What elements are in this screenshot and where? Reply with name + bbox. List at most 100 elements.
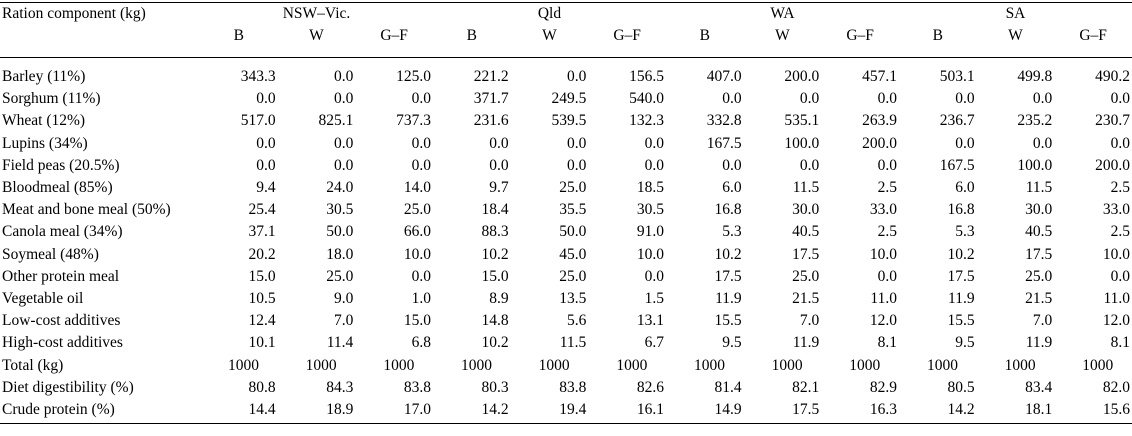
cell-value: 83.8 [403,378,431,396]
cell-value: 1000 [538,356,570,374]
row-label: Sorghum (11%) [2,90,101,108]
cell-value: 156.5 [629,68,664,85]
cell-value: 0.0 [955,90,975,108]
cell-value: 11.9 [715,290,742,308]
cell-value: 25.0 [792,267,820,285]
summary-row: Crude protein (%) 14.4 18.9 17.0 14.2 19.4 16.… [0,399,1132,425]
cell-value: 0.0 [799,90,820,108]
cell-value: 16.8 [714,201,742,219]
cell-value: 10.1 [248,334,276,352]
row-label: Canola meal (34%) [2,223,123,241]
cell-value: 539.5 [551,112,587,130]
cell-value: 1.0 [411,290,431,308]
cell-value: 263.9 [862,112,897,130]
cell-value: 0.0 [411,156,431,174]
cell-value: 503.1 [939,68,975,85]
header-ration-component: Ration component (kg) [0,2,200,25]
subheader-w: W [775,27,790,44]
cell-value: 82.6 [636,378,664,396]
cell-value: 0.0 [256,90,276,108]
cell-value: 1000 [616,356,648,374]
cell-value: 2.5 [877,223,897,241]
cell-value: 30.0 [1025,201,1053,219]
cell-value: 17.5 [714,267,742,285]
row-label: Lupins (34%) [2,134,88,152]
cell-value: 1000 [461,356,492,374]
cell-value: 18.4 [481,201,509,219]
table-row: High-cost additives 10.1 11.4 6.8 10.2 11.5 6.… [0,332,1132,354]
cell-value: 7.0 [799,312,820,330]
cell-value: 30.5 [326,201,354,219]
cell-value: 83.4 [1025,378,1053,396]
cell-value: 16.3 [821,399,899,425]
cell-value: 407.0 [706,68,742,85]
cell-value: 332.8 [706,112,742,130]
cell-value: 33.0 [869,201,897,219]
cell-value: 25.0 [403,201,431,219]
cell-value: 0.0 [644,156,664,174]
cell-value: 37.1 [248,223,276,241]
cell-value: 10.0 [869,245,897,263]
cell-value: 82.1 [792,378,820,396]
cell-value: 0.0 [566,134,587,152]
cell-value: 6.0 [722,179,742,197]
cell-value: 10.2 [947,245,975,263]
table-row: Low-cost additives 12.4 7.0 15.0 14.8 5.6 13.1… [0,310,1132,332]
cell-value: 18.9 [277,399,356,425]
subheader-g-f: G–F [613,27,641,44]
cell-value: 0.0 [877,267,897,285]
cell-value: 230.7 [1095,112,1130,130]
cell-value: 18.0 [326,245,354,263]
cell-value: 14.4 [200,399,278,425]
cell-value: 0.0 [411,90,431,108]
cell-value: 88.3 [481,223,509,241]
cell-value: 5.3 [722,223,742,241]
cell-value: 0.0 [799,156,820,174]
cell-value: 17.5 [792,245,820,263]
cell-value: 200.0 [784,68,820,85]
table-row: Lupins (34%) 0.0 0.0 0.0 0.0 0.0 0.0 167.5 100.0… [0,133,1132,155]
cell-value: 6.0 [955,179,975,197]
cell-value: 0.0 [877,90,897,108]
table-row: Wheat (12%) 517.0 825.1 737.3 231.6 539.5 132.… [0,110,1132,132]
cell-value: 91.0 [636,223,664,241]
cell-value: 167.5 [939,156,975,174]
row-label: Low-cost additives [2,312,121,330]
cell-value: 80.3 [481,378,509,396]
cell-value: 20.2 [248,245,276,263]
cell-value: 0.0 [566,68,587,85]
row-label: Bloodmeal (85%) [2,179,113,197]
cell-value: 25.4 [248,201,276,219]
cell-value: 14.8 [481,312,509,330]
cell-value: 200.0 [1095,156,1130,174]
cell-value: 825.1 [318,112,354,130]
subheader-g-f: G–F [1079,27,1107,44]
cell-value: 10.2 [481,334,509,352]
cell-value: 371.7 [473,90,509,108]
subheader-b: B [932,27,943,44]
cell-value: 15.0 [403,312,431,330]
region-nsw-vic: NSW–Vic. [200,2,433,25]
cell-value: 0.0 [489,134,509,152]
row-label: Soymeal (48%) [2,245,99,263]
cell-value: 0.0 [1110,267,1130,285]
cell-value: 30.0 [792,201,820,219]
cell-value: 221.2 [473,68,509,85]
cell-value: 66.0 [403,223,431,241]
cell-value: 0.0 [722,90,742,108]
cell-value: 16.1 [588,399,666,425]
cell-value: 14.0 [403,179,431,197]
cell-value: 0.0 [411,134,431,152]
subheader-g-f: G–F [846,27,874,44]
cell-value: 10.5 [248,290,276,308]
cell-value: 1000 [1004,356,1036,374]
subheader-b: B [699,27,710,44]
cell-value: 6.7 [644,334,664,352]
cell-value: 45.0 [559,245,587,263]
cell-value: 7.0 [333,312,354,330]
cell-value: 0.0 [333,68,354,85]
cell-value: 5.3 [955,223,975,241]
region-sa: SA [898,2,1132,25]
table-row: Sorghum (11%) 0.0 0.0 0.0 371.7 249.5 540.0 0.0… [0,88,1132,110]
